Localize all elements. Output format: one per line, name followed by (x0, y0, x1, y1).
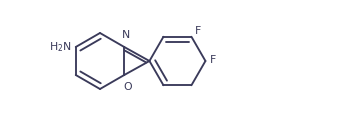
Text: N: N (122, 30, 130, 40)
Text: H$_2$N: H$_2$N (49, 40, 72, 54)
Text: F: F (209, 55, 216, 65)
Text: O: O (123, 82, 132, 92)
Text: F: F (195, 26, 201, 36)
